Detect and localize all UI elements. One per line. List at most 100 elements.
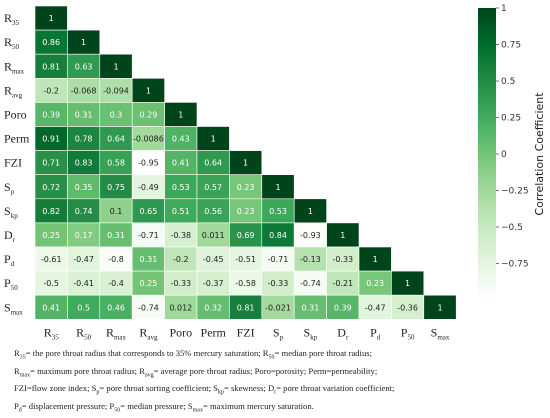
cell-value-label: -0.33 — [332, 255, 353, 264]
column-label: Pd — [370, 325, 381, 341]
heatmap-cell — [164, 222, 198, 248]
column-label: Poro — [169, 325, 192, 339]
cell-value-label: 0.84 — [269, 231, 287, 240]
cell-value-label: 0.32 — [204, 303, 222, 312]
cell-value-label: 1 — [437, 303, 442, 312]
cell-value-label: 0.23 — [237, 207, 255, 216]
column-label: FZI — [237, 325, 255, 339]
heatmap-cell — [131, 294, 165, 320]
cell-value-label: 0.57 — [204, 183, 222, 192]
row-label: Rmax — [4, 59, 25, 75]
colorbar-tick-label: −0.75 — [501, 260, 529, 270]
heatmap-cell — [326, 222, 360, 248]
row-label: P50 — [4, 276, 18, 292]
colorbar-tick-label: −0.25 — [501, 187, 529, 197]
heatmap-cell — [229, 270, 263, 296]
heatmap-cell — [196, 150, 230, 176]
cell-value-label: 0.29 — [139, 110, 157, 119]
cell-value-label: 1 — [113, 62, 118, 71]
cell-value-label: 0.91 — [42, 135, 60, 144]
heatmap-cell — [67, 29, 101, 55]
heatmap-cell — [293, 294, 327, 320]
cell-value-label: 0.65 — [139, 207, 157, 216]
heatmap-cell — [293, 222, 327, 248]
cell-value-label: -0.094 — [103, 86, 129, 95]
heatmap-cell — [99, 174, 133, 200]
heatmap-cell — [99, 53, 133, 79]
row-label: Skp — [4, 204, 18, 220]
cell-value-label: 0.3 — [110, 110, 123, 119]
cell-value-label: -0.36 — [397, 303, 418, 312]
row-label: Sp — [4, 180, 15, 196]
cell-value-label: 0.64 — [204, 159, 222, 168]
heatmap-cell — [34, 222, 68, 248]
heatmap-cell — [67, 126, 101, 151]
cell-value-label: 0.78 — [75, 135, 93, 144]
cell-value-label: -0.33 — [268, 279, 289, 288]
heatmap-cell — [196, 198, 230, 224]
heatmap-cell — [131, 270, 165, 296]
heatmap-cell — [34, 150, 68, 176]
heatmap-cell — [261, 270, 295, 296]
row-label: Perm — [4, 132, 30, 146]
cell-value-label: -0.41 — [73, 279, 94, 288]
colorbar-tick-label: 1 — [501, 4, 507, 14]
cell-value-label: 0.012 — [169, 303, 192, 312]
cell-value-label: 0.31 — [301, 303, 319, 312]
column-label: R35 — [44, 325, 60, 341]
heatmap-cell — [34, 5, 68, 31]
cell-value-label: 1 — [373, 255, 378, 264]
cell-value-label: 0.53 — [172, 183, 190, 192]
cell-value-label: -0.51 — [235, 255, 256, 264]
column-label: P50 — [401, 325, 415, 341]
heatmap-cell — [34, 294, 68, 320]
cell-value-label: -0.21 — [332, 279, 353, 288]
cell-value-label: 1 — [308, 207, 313, 216]
row-label: FZI — [4, 156, 22, 170]
cell-value-label: 0.82 — [42, 207, 60, 216]
cell-value-label: -0.95 — [138, 159, 159, 168]
heatmap-cell — [67, 222, 101, 248]
heatmap-cell — [261, 294, 295, 320]
heatmap-cell — [131, 102, 165, 127]
caption-line: Rmax= maximum pore throat radius; Ravg= … — [14, 365, 378, 379]
heatmap-cell — [261, 174, 295, 200]
heatmap-cell — [358, 294, 392, 320]
cell-value-label: -0.5 — [43, 279, 59, 288]
column-label: Dr — [337, 325, 349, 341]
row-label: Poro — [4, 107, 27, 121]
cell-value-label: 1 — [81, 38, 86, 47]
heatmap-cell — [131, 222, 165, 248]
cell-value-label: 0.41 — [42, 303, 60, 312]
cell-value-label: -0.74 — [138, 303, 159, 312]
colorbar: 1 0.75 0.5 0.25 0 −0.25 −0.5 −0.75 Correlation C… — [478, 4, 546, 300]
cell-value-label: 0.17 — [75, 231, 93, 240]
caption-line: FZI=flow zone index; Sp= pore throat sor… — [14, 383, 395, 397]
cell-value-label: 0.39 — [334, 303, 352, 312]
column-label: Perm — [201, 325, 227, 339]
cell-value-label: 0.74 — [75, 207, 93, 216]
row-label: R35 — [4, 11, 20, 27]
colorbar-tick-label: 0 — [501, 150, 507, 160]
heatmap-cell — [164, 294, 198, 320]
cell-value-label: 0.69 — [237, 231, 255, 240]
cell-value-label: -0.8 — [108, 255, 124, 264]
cell-value-label: -0.61 — [41, 255, 62, 264]
cell-value-label: -0.71 — [138, 231, 159, 240]
row-label: Smax — [4, 300, 23, 316]
heatmap-cell — [99, 198, 133, 224]
heatmap-cell — [34, 198, 68, 224]
heatmap-cell — [229, 150, 263, 176]
cell-value-label: -0.4 — [108, 279, 124, 288]
cell-value-label: -0.38 — [170, 231, 191, 240]
cell-value-label: 0.75 — [107, 183, 125, 192]
caption-line: Pd= displacement pressure; P50= median p… — [14, 401, 314, 414]
cell-value-label: 0.63 — [75, 62, 93, 71]
caption-line: R35= the pore throat radius that corresp… — [14, 348, 372, 361]
heatmap-cell — [99, 270, 133, 296]
column-label: R50 — [76, 325, 92, 341]
heatmap-cell — [196, 294, 230, 320]
cell-value-label: 0.81 — [237, 303, 255, 312]
cell-value-label: -0.2 — [43, 86, 59, 95]
heatmap-cell — [293, 246, 327, 272]
